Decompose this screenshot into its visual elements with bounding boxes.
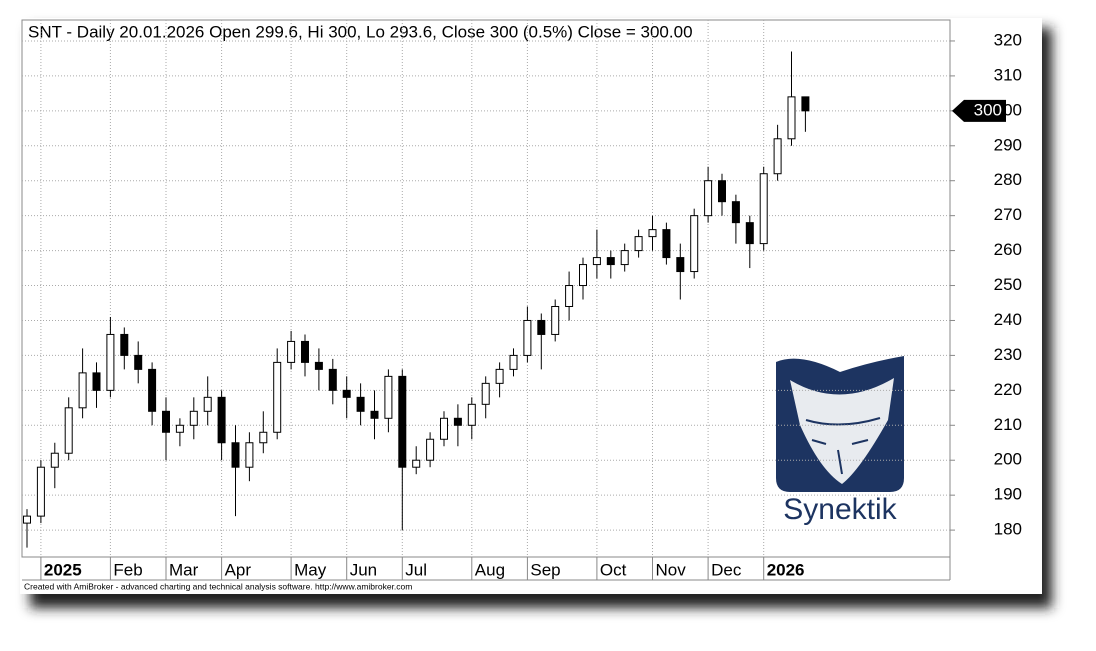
y-tick-label: 200	[994, 450, 1022, 469]
candle-body	[676, 257, 685, 273]
y-tick-label: 210	[994, 415, 1022, 434]
candle-body	[787, 96, 796, 140]
y-tick-label: 310	[994, 65, 1022, 84]
y-tick-label: 250	[994, 275, 1022, 294]
candle-body	[537, 319, 546, 335]
panel	[20, 18, 1042, 594]
footer: Created with AmiBroker - advanced charti…	[24, 581, 412, 591]
candle-body	[551, 305, 560, 335]
candle-body	[189, 410, 198, 426]
candle-body	[301, 340, 309, 363]
x-tick-label: Jun	[350, 560, 377, 579]
logo: Synektik	[776, 356, 904, 526]
candle-body	[718, 180, 726, 203]
candle-body	[509, 354, 518, 370]
last-price-marker	[952, 99, 1006, 122]
y-tick-label: 280	[994, 170, 1022, 189]
y-tick-label: 220	[994, 380, 1022, 399]
candle-body	[203, 396, 212, 412]
x-tick-label: 2025	[44, 560, 82, 579]
candle-body	[773, 138, 782, 175]
y-tick-label: 180	[994, 520, 1022, 539]
candle-body	[92, 372, 101, 391]
candle-body	[23, 515, 31, 524]
candle-body	[426, 438, 435, 461]
candle-body	[801, 96, 810, 112]
candle-body	[523, 319, 532, 356]
y-tick-label: 270	[994, 205, 1022, 224]
candle-body	[440, 417, 448, 440]
x-tick-label: Apr	[225, 560, 252, 579]
candle-body	[745, 222, 754, 245]
candle-body	[412, 459, 421, 468]
candle-body	[704, 180, 713, 217]
y-tick-label: 260	[994, 240, 1022, 259]
x-tick-label: Aug	[475, 560, 505, 579]
logo-lines	[805, 417, 881, 475]
chart-title: SNT - Daily 20.01.2026 Open 299.6, Hi 30…	[28, 22, 693, 41]
candle-body	[50, 452, 59, 468]
candle-body	[565, 285, 574, 307]
x-tick-label: Dec	[711, 560, 742, 579]
candle-body	[148, 368, 157, 412]
y-tick-label: 290	[994, 135, 1022, 154]
x-tick-label: Jul	[405, 560, 427, 579]
y-tick-label: 320	[994, 30, 1022, 49]
candle-body	[328, 368, 337, 391]
candle-body	[78, 372, 87, 409]
x-tick-label: Mar	[169, 560, 199, 579]
candle-body	[162, 410, 170, 433]
candle-body	[245, 442, 254, 468]
candle-body	[453, 417, 462, 426]
candle-body	[467, 403, 476, 426]
candle-body	[64, 407, 73, 454]
candle-body	[342, 389, 351, 398]
x-tick-label: Sep	[530, 560, 560, 579]
candle-body	[398, 375, 407, 468]
candle-body	[259, 431, 268, 444]
candle-body	[287, 340, 296, 363]
candle-body	[606, 257, 615, 266]
logo-face	[790, 378, 894, 484]
candle-body	[759, 173, 768, 245]
candle-body	[217, 396, 226, 444]
candle-body	[495, 368, 504, 384]
last-price-label: 300	[974, 100, 1002, 119]
candle-body	[273, 361, 282, 433]
candle-body	[648, 229, 657, 238]
candle-body	[370, 410, 379, 419]
candle-body	[662, 229, 671, 259]
x-tick-label: Nov	[656, 560, 687, 579]
candle-body	[314, 361, 323, 370]
logo-text: Synektik	[783, 493, 897, 526]
candle-body	[120, 333, 129, 356]
x-tick-label: Feb	[113, 560, 142, 579]
candle-body	[620, 250, 629, 266]
x-tick-label: May	[294, 560, 327, 579]
candle-body	[36, 466, 45, 517]
candle-body	[634, 236, 643, 252]
candle-body	[690, 215, 699, 273]
y-tick-label: 230	[994, 345, 1022, 364]
candle-body	[356, 396, 365, 412]
candle-body	[134, 354, 143, 370]
x-tick-label: Oct	[600, 560, 627, 579]
candle-body	[731, 201, 740, 224]
candle-body	[106, 333, 115, 391]
candle-body	[175, 424, 184, 433]
candle-body	[481, 382, 490, 405]
y-tick-label: 240	[994, 310, 1022, 329]
x-tick-label: 2026	[767, 560, 805, 579]
candle-body	[579, 264, 587, 287]
candle-body	[592, 257, 601, 266]
candle-body	[384, 375, 393, 419]
y-tick-label: 190	[994, 485, 1022, 504]
candle-body	[231, 442, 240, 468]
